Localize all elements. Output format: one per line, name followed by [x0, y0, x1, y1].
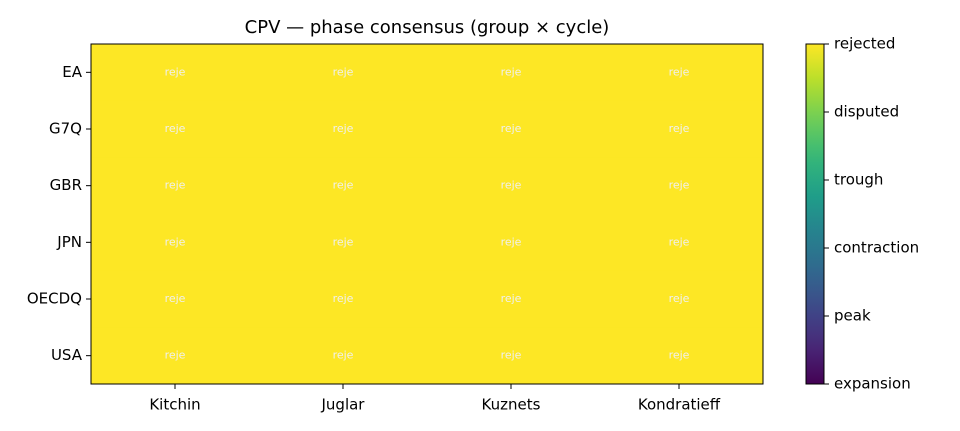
cell-label: reje: [669, 65, 690, 78]
heatmap-cell: [259, 100, 428, 158]
heatmap-cell: [427, 100, 596, 158]
cell-label: reje: [165, 349, 186, 362]
cell-label: reje: [669, 292, 690, 305]
heatmap-cell: [259, 44, 428, 102]
x-tick-label: Juglar: [321, 396, 366, 414]
cell-label: reje: [165, 65, 186, 78]
heatmap-cell: [91, 270, 260, 328]
heatmap-cell: [595, 327, 764, 385]
heatmap-cell: [595, 270, 764, 328]
cell-label: reje: [165, 235, 186, 248]
colorbar-tick-label: trough: [834, 171, 883, 189]
heatmap-cell: [427, 44, 596, 102]
cell-label: reje: [333, 292, 354, 305]
cell-label: reje: [333, 235, 354, 248]
y-tick-label: G7Q: [49, 120, 82, 138]
heatmap-cell: [259, 270, 428, 328]
y-tick-label: GBR: [50, 176, 82, 194]
heatmap-cell: [259, 157, 428, 215]
chart-title: CPV — phase consensus (group × cycle): [245, 17, 610, 38]
cell-label: reje: [501, 235, 522, 248]
cell-label: reje: [501, 179, 522, 192]
cell-label: reje: [333, 179, 354, 192]
heatmap-cell: [259, 327, 428, 385]
cell-label: reje: [165, 292, 186, 305]
heatmap-cell: [427, 270, 596, 328]
heatmap-cell: [91, 214, 260, 272]
heatmap-cell: [91, 44, 260, 102]
cell-label: reje: [501, 122, 522, 135]
y-tick-label: EA: [62, 63, 82, 81]
colorbar-tick-label: expansion: [834, 375, 911, 393]
y-tick-label: USA: [51, 346, 83, 364]
cell-label: reje: [669, 349, 690, 362]
colorbar: [805, 43, 825, 385]
cell-label: reje: [669, 235, 690, 248]
heatmap-cell: [259, 214, 428, 272]
cell-label: reje: [669, 179, 690, 192]
colorbar-tick-label: peak: [834, 307, 871, 325]
colorbar-tick-label: disputed: [834, 103, 899, 121]
heatmap-cell: [91, 157, 260, 215]
y-tick-label: OECDQ: [27, 290, 82, 308]
x-tick-label: Kondratieff: [638, 396, 721, 414]
heatmap-cell: [595, 100, 764, 158]
cell-label: reje: [333, 349, 354, 362]
heatmap-cell: [595, 44, 764, 102]
cell-label: reje: [501, 292, 522, 305]
x-tick-label: Kuznets: [482, 396, 541, 414]
cell-label: reje: [333, 65, 354, 78]
heatmap-cell: [595, 157, 764, 215]
heatmap-cell: [595, 214, 764, 272]
cell-label: reje: [669, 122, 690, 135]
heatmap-cell: [91, 327, 260, 385]
colorbar-tick-label: rejected: [834, 35, 895, 53]
heatmap-cell: [91, 100, 260, 158]
cell-label: reje: [333, 122, 354, 135]
plot-frame: [90, 43, 764, 385]
heatmap-cell: [427, 157, 596, 215]
heatmap-cell: [427, 327, 596, 385]
cell-label: reje: [501, 349, 522, 362]
y-tick-label: JPN: [56, 233, 82, 251]
cell-label: reje: [165, 179, 186, 192]
cell-label: reje: [165, 122, 186, 135]
x-tick-label: Kitchin: [149, 396, 200, 414]
colorbar-tick-label: contraction: [834, 239, 919, 257]
heatmap-cell: [427, 214, 596, 272]
cell-label: reje: [501, 65, 522, 78]
